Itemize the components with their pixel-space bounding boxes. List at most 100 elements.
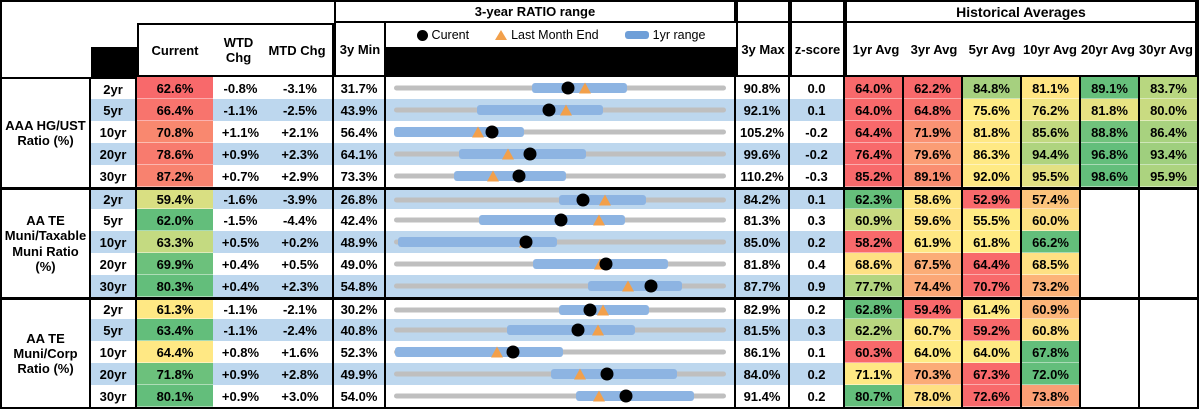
range-chart-inner	[394, 165, 726, 187]
min-3y-value: 56.4%	[334, 121, 386, 143]
current-marker	[644, 279, 658, 293]
min-3y-value: 43.9%	[334, 99, 386, 121]
current-marker	[485, 125, 499, 139]
tenor-header-cell	[91, 23, 137, 77]
avg-value: 84.8%	[963, 77, 1022, 99]
group-label-line: Muni/Corp	[13, 345, 78, 361]
tenor-label: 10yr	[91, 121, 137, 143]
mtd-chg-value: +2.3%	[268, 143, 334, 165]
range-chart	[386, 209, 736, 231]
header-empty-box-max	[736, 2, 790, 23]
mtd-chg-value: -4.4%	[268, 209, 334, 231]
avg-value: 60.0%	[1022, 209, 1081, 231]
wtd-chg-value: +0.5%	[213, 231, 268, 253]
min-3y-value: 49.9%	[334, 363, 386, 385]
min-3y-value: 26.8%	[334, 187, 386, 209]
1yr-range-bar	[459, 149, 586, 159]
min-3y-value: 48.9%	[334, 231, 386, 253]
column-header-20yr-avg: 20yr Avg	[1081, 41, 1135, 57]
current-value: 62.0%	[137, 209, 213, 231]
tenor-label: 2yr	[91, 297, 137, 319]
avg-empty-cell	[1140, 341, 1197, 363]
range-chart	[386, 275, 736, 297]
avg-empty-cell	[1140, 385, 1197, 407]
mtd-chg-value: +2.8%	[268, 363, 334, 385]
1yr-range-bar	[394, 127, 524, 137]
avg-empty-cell	[1081, 187, 1140, 209]
wtd-chg-value: +0.4%	[213, 275, 268, 297]
header-empty-box-z	[790, 2, 845, 23]
current-value: 64.4%	[137, 341, 213, 363]
z-score-value: 0.2	[790, 385, 845, 407]
group-label-line: AA TE	[26, 212, 65, 228]
black-band	[386, 47, 736, 77]
last-month-marker	[491, 346, 504, 358]
range-chart	[386, 143, 736, 165]
legend-range-label: 1yr range	[652, 28, 706, 42]
mtd-chg-value: +3.0%	[268, 385, 334, 407]
tenor-label: 10yr	[91, 231, 137, 253]
max-3y-value: 91.4%	[736, 385, 790, 407]
avg-value: 80.7%	[845, 385, 904, 407]
range-section-title: 3-year RATIO range	[334, 2, 736, 23]
column-header-3y-max: 3y Max	[736, 23, 790, 77]
tenor-label: 30yr	[91, 385, 137, 407]
avg-value: 88.8%	[1081, 121, 1140, 143]
min-3y-value: 31.7%	[334, 77, 386, 99]
avg-value: 55.5%	[963, 209, 1022, 231]
range-chart	[386, 121, 736, 143]
wtd-chg-value: +0.7%	[213, 165, 268, 187]
avg-value: 80.0%	[1140, 99, 1197, 121]
column-header-5yr-avg: 5yr Avg	[968, 41, 1016, 57]
z-score-value: -0.3	[790, 165, 845, 187]
avg-value: 70.3%	[904, 363, 963, 385]
max-3y-value: 81.3%	[736, 209, 790, 231]
range-chart-inner	[394, 231, 726, 253]
column-header-z-score: z-score	[790, 23, 845, 77]
avg-empty-cell	[1140, 275, 1197, 297]
mtd-chg-value: +0.2%	[268, 231, 334, 253]
avg-value: 85.2%	[845, 165, 904, 187]
range-chart-inner	[394, 341, 726, 363]
avg-value: 64.4%	[845, 121, 904, 143]
min-3y-value: 30.2%	[334, 297, 386, 319]
column-header-wtd: WTD Chg	[223, 35, 254, 65]
group-label-line: AA TE	[26, 330, 65, 346]
avg-value: 76.4%	[845, 143, 904, 165]
avg-value: 61.9%	[904, 231, 963, 253]
mtd-chg-value: -2.5%	[268, 99, 334, 121]
avg-value: 81.8%	[963, 121, 1022, 143]
current-value: 61.3%	[137, 297, 213, 319]
avg-value: 83.7%	[1140, 77, 1197, 99]
tenor-label: 20yr	[91, 363, 137, 385]
avg-value: 60.8%	[1022, 319, 1081, 341]
max-3y-value: 84.2%	[736, 187, 790, 209]
avg-value: 71.9%	[904, 121, 963, 143]
max-3y-value: 81.8%	[736, 253, 790, 275]
avg-value: 64.4%	[963, 253, 1022, 275]
avg-value: 60.9%	[845, 209, 904, 231]
chart-legend-cell: Curent Last Month End 1yr range	[386, 23, 736, 77]
avg-value: 72.6%	[963, 385, 1022, 407]
wtd-chg-value: -0.8%	[213, 77, 268, 99]
avg-value: 68.6%	[845, 253, 904, 275]
avg-value: 67.3%	[963, 363, 1022, 385]
avg-value: 73.8%	[1022, 385, 1081, 407]
current-marker	[571, 323, 585, 337]
avg-value: 59.6%	[904, 209, 963, 231]
column-header-30yr-avg: 30yr Avg	[1139, 41, 1193, 57]
legend-last-month: Last Month End	[495, 28, 599, 42]
current-value: 87.2%	[137, 165, 213, 187]
group-label: AA TE Muni/Corp Ratio (%)	[2, 297, 91, 407]
avg-value: 81.1%	[1022, 77, 1081, 99]
z-score-value: 0.2	[790, 231, 845, 253]
avg-value: 62.2%	[845, 319, 904, 341]
last-month-marker	[502, 148, 515, 160]
avg-empty-cell	[1081, 231, 1140, 253]
range-chart-inner	[394, 121, 726, 143]
tenor-label: 5yr	[91, 209, 137, 231]
current-value: 66.4%	[137, 99, 213, 121]
avg-value: 81.8%	[1081, 99, 1140, 121]
avg-value: 95.5%	[1022, 165, 1081, 187]
tenor-label: 20yr	[91, 143, 137, 165]
